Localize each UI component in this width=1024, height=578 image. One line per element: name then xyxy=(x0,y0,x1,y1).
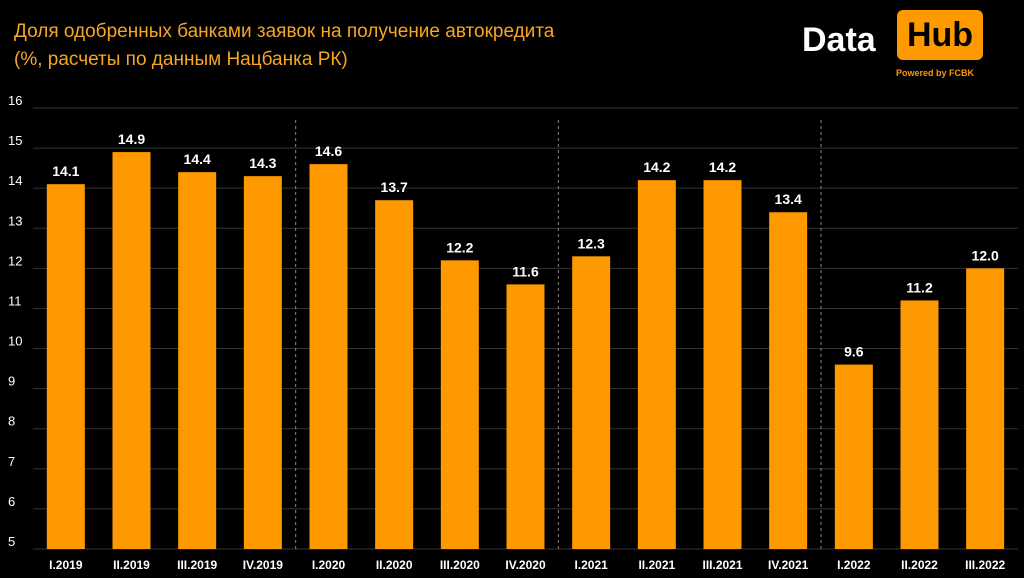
logo-tagline: Powered by FCBK xyxy=(896,68,975,78)
x-tick-label: III.2019 xyxy=(177,558,217,572)
value-label: 12.2 xyxy=(446,239,473,255)
x-tick-label: II.2020 xyxy=(376,558,413,572)
bar xyxy=(440,260,479,549)
y-tick-label: 16 xyxy=(8,93,22,108)
value-label: 13.7 xyxy=(381,179,408,195)
bar xyxy=(506,284,545,549)
x-axis: I.2019 II.2019 III.2019 IV.2019 I.2020 II.202… xyxy=(49,558,1005,572)
y-axis: 5 6 7 8 9 10 11 12 13 14 15 16 xyxy=(8,93,22,549)
value-labels: 14.1 14.9 14.4 14.3 14.6 13.7 12.2 11.6 12.3 14.2… xyxy=(52,131,999,359)
bar xyxy=(769,212,808,549)
logo-word-hub: Hub xyxy=(906,16,974,54)
x-tick-label: IV.2021 xyxy=(768,558,809,572)
y-tick-label: 13 xyxy=(8,213,22,228)
x-tick-label: I.2021 xyxy=(574,558,608,572)
y-tick-label: 10 xyxy=(8,334,22,349)
logo-word-data: Data xyxy=(802,21,876,59)
x-tick-label: III.2022 xyxy=(965,558,1005,572)
bars xyxy=(46,152,1005,550)
y-tick-label: 8 xyxy=(8,414,15,429)
value-label: 14.4 xyxy=(184,151,211,167)
y-tick-label: 6 xyxy=(8,494,15,509)
value-label: 14.1 xyxy=(52,163,79,179)
value-label: 11.6 xyxy=(512,263,539,279)
chart-title-line2: (%, расчеты по данным Нацбанка РК) xyxy=(14,49,348,70)
bar xyxy=(834,364,873,549)
year-separators xyxy=(295,120,822,549)
bar xyxy=(900,300,939,549)
bar xyxy=(966,268,1005,549)
bar xyxy=(112,152,151,549)
x-tick-label: III.2021 xyxy=(702,558,742,572)
chart-title: Доля одобренных банками заявок на получе… xyxy=(14,18,554,74)
y-tick-label: 7 xyxy=(8,454,15,469)
value-label: 9.6 xyxy=(844,344,864,360)
value-label: 14.2 xyxy=(643,159,670,175)
x-tick-label: II.2022 xyxy=(901,558,938,572)
y-tick-label: 11 xyxy=(8,293,22,308)
bar xyxy=(375,200,414,549)
bar xyxy=(46,184,85,549)
value-label: 14.9 xyxy=(118,131,145,147)
logo-hub-box: Hub xyxy=(897,10,983,60)
x-tick-label: I.2022 xyxy=(837,558,871,572)
x-tick-label: II.2019 xyxy=(113,558,150,572)
y-tick-label: 15 xyxy=(8,133,22,148)
value-label: 14.3 xyxy=(249,155,276,171)
value-label: 14.2 xyxy=(709,159,736,175)
chart-title-line1: Доля одобренных банками заявок на получе… xyxy=(14,21,555,42)
x-tick-label: IV.2019 xyxy=(243,558,284,572)
x-tick-label: II.2021 xyxy=(638,558,675,572)
x-tick-label: IV.2020 xyxy=(505,558,546,572)
bar xyxy=(572,256,611,549)
y-tick-label: 12 xyxy=(8,253,22,268)
x-tick-label: I.2020 xyxy=(312,558,346,572)
value-label: 14.6 xyxy=(315,143,342,159)
value-label: 11.2 xyxy=(906,279,933,295)
y-tick-label: 9 xyxy=(8,374,15,389)
bar xyxy=(178,172,217,550)
x-tick-label: III.2020 xyxy=(440,558,480,572)
bar xyxy=(243,176,282,549)
y-tick-label: 14 xyxy=(8,173,22,188)
bar xyxy=(309,164,348,550)
bar xyxy=(637,180,676,549)
value-label: 12.3 xyxy=(578,235,605,251)
y-tick-label: 5 xyxy=(8,534,15,549)
value-label: 13.4 xyxy=(775,191,802,207)
value-label: 12.0 xyxy=(972,247,999,263)
x-tick-label: I.2019 xyxy=(49,558,83,572)
bar xyxy=(703,180,742,549)
datahub-logo: Data Hub Powered by FCBK xyxy=(802,8,988,84)
